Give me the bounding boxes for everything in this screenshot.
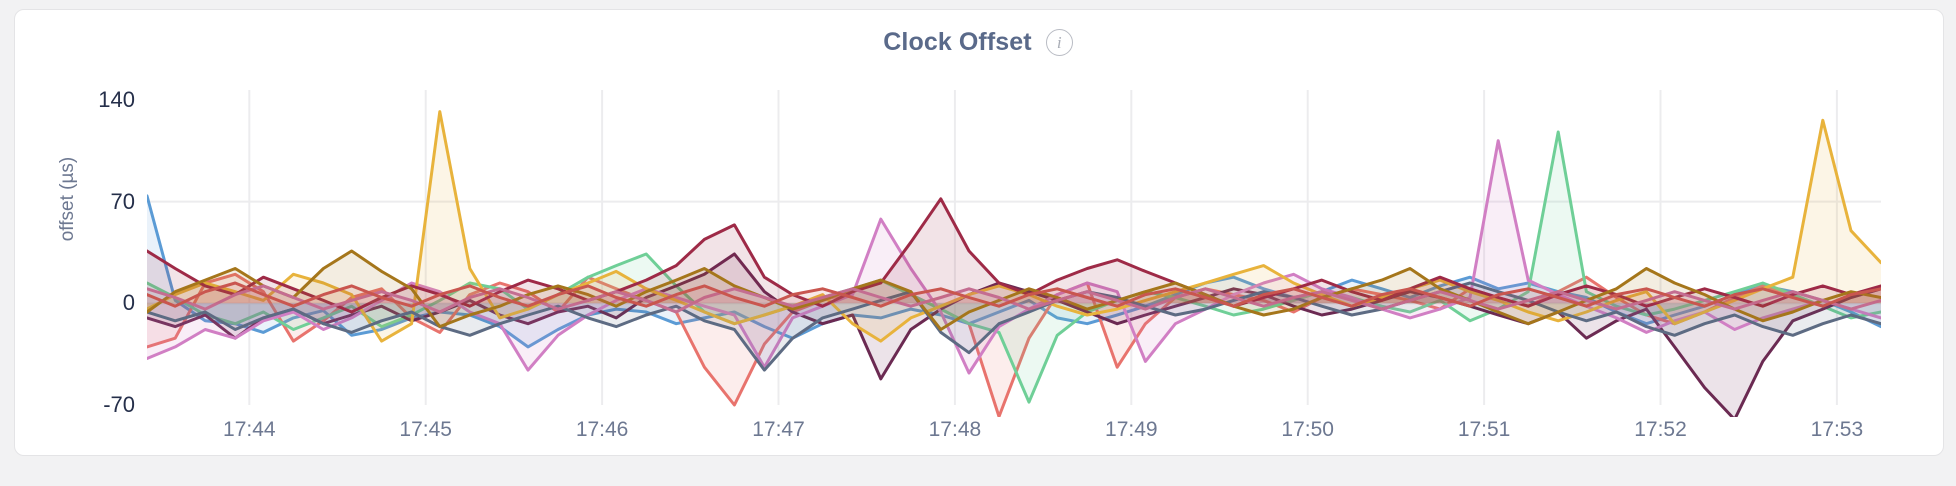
series-area xyxy=(147,283,1881,371)
y-tick-label: 140 xyxy=(98,87,135,112)
series-line[interactable] xyxy=(147,281,1881,372)
info-icon[interactable]: i xyxy=(1045,29,1073,56)
series-line[interactable] xyxy=(147,130,1881,404)
chart-header: Clock Offset i xyxy=(0,28,1956,57)
series-area xyxy=(147,198,1881,312)
x-tick-label: 17:52 xyxy=(1634,418,1687,441)
y-tick-label: -70 xyxy=(103,392,135,417)
y-axis-ticks: 140 70 0 -70 xyxy=(25,0,135,486)
x-tick-label: 17:48 xyxy=(928,418,982,441)
series-area xyxy=(147,132,1881,403)
series-line[interactable] xyxy=(147,281,1881,308)
x-tick-label: 17:53 xyxy=(1810,418,1864,441)
x-tick-label: 17:47 xyxy=(752,418,805,441)
y-tick-label: 0 xyxy=(122,290,135,316)
x-tick-label: 17:44 xyxy=(223,418,276,441)
series-line[interactable] xyxy=(147,197,1881,314)
series-area xyxy=(147,274,1881,417)
page-title: Clock Offset xyxy=(883,28,1032,56)
x-tick-label: 17:50 xyxy=(1281,418,1334,441)
x-tick-label: 17:49 xyxy=(1105,418,1158,441)
chart-card xyxy=(14,9,1944,456)
series-group xyxy=(147,110,1881,417)
series-line[interactable] xyxy=(147,249,1881,331)
series-line[interactable] xyxy=(147,284,1881,314)
x-tick-label: 17:51 xyxy=(1457,418,1511,441)
series-line[interactable] xyxy=(147,272,1881,417)
x-tick-label: 17:45 xyxy=(399,418,452,441)
y-tick-label: 70 xyxy=(110,188,135,214)
x-tick-label: 17:46 xyxy=(575,418,629,441)
